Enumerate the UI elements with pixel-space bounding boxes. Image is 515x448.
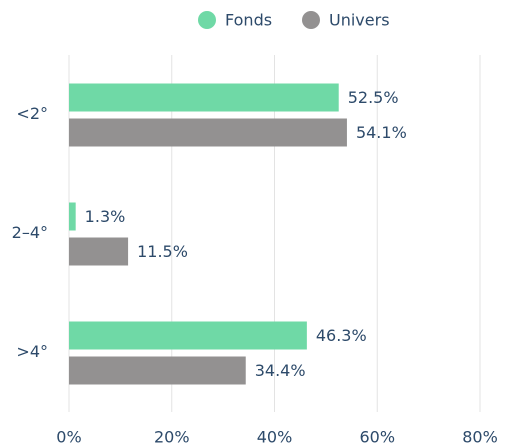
bar <box>69 202 76 231</box>
y-tick-label: 2–4° <box>12 223 48 242</box>
x-tick-label: 40% <box>257 428 293 447</box>
x-tick-label: 60% <box>359 428 395 447</box>
legend-label: Fonds <box>225 11 272 30</box>
legend-swatch <box>198 11 216 29</box>
bar <box>69 321 307 350</box>
value-label: 54.1% <box>356 123 407 142</box>
value-label: 52.5% <box>348 88 399 107</box>
bar <box>69 83 339 112</box>
x-tick-label: 0% <box>56 428 81 447</box>
bar <box>69 356 246 385</box>
bar <box>69 118 347 147</box>
value-label: 11.5% <box>137 242 188 261</box>
x-tick-label: 80% <box>462 428 498 447</box>
x-tick-label: 20% <box>154 428 190 447</box>
legend-swatch <box>302 11 320 29</box>
y-tick-label: >4° <box>16 342 48 361</box>
value-label: 46.3% <box>316 326 367 345</box>
value-label: 1.3% <box>85 207 126 226</box>
value-label: 34.4% <box>255 361 306 380</box>
legend-label: Univers <box>329 11 390 30</box>
y-tick-label: <2° <box>16 104 48 123</box>
bar <box>69 237 129 266</box>
